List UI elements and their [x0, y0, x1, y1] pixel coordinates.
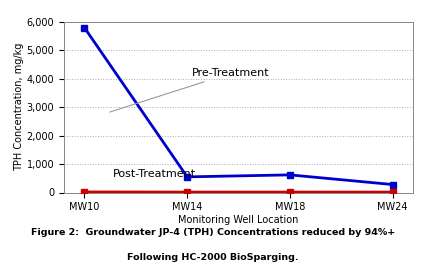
Y-axis label: TPH Concentration, mg/kg: TPH Concentration, mg/kg	[14, 43, 24, 171]
Text: Figure 2:  Groundwater JP-4 (TPH) Concentrations reduced by 94%+: Figure 2: Groundwater JP-4 (TPH) Concent…	[31, 228, 395, 237]
Text: Following HC-2000 BioSparging.: Following HC-2000 BioSparging.	[127, 253, 299, 262]
X-axis label: Monitoring Well Location: Monitoring Well Location	[178, 215, 299, 225]
Text: Pre-Treatment: Pre-Treatment	[109, 68, 270, 112]
Text: Post-Treatment: Post-Treatment	[113, 169, 196, 179]
